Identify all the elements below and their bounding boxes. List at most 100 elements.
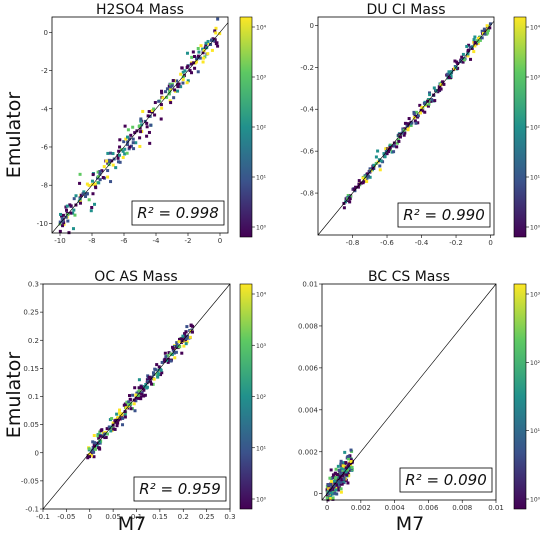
density-cell — [430, 98, 434, 102]
density-cell — [360, 181, 364, 185]
y-tick-label: -0.2 — [300, 64, 314, 72]
density-cell — [141, 109, 145, 113]
density-cell — [204, 41, 208, 45]
density-cell — [139, 130, 143, 134]
density-cell — [58, 222, 62, 226]
density-cell — [349, 448, 353, 452]
identity-line — [51, 22, 229, 234]
density-cell — [190, 71, 194, 75]
density-cell — [97, 181, 101, 185]
density-cell — [329, 495, 333, 499]
density-cell — [478, 38, 482, 42]
y-tick-label: -0.6 — [300, 148, 314, 156]
x-tick-label: 0.008 — [452, 504, 472, 512]
density-cell — [199, 44, 203, 48]
density-cell — [140, 123, 144, 127]
density-cell — [145, 134, 149, 138]
density-cell — [385, 152, 389, 156]
density-cell — [337, 483, 341, 487]
density-cell — [87, 447, 91, 451]
density-cell — [334, 467, 338, 471]
density-cell — [127, 400, 131, 404]
density-cell — [188, 335, 192, 339]
density-cell — [181, 75, 185, 79]
density-cell — [87, 198, 91, 202]
density-cell — [175, 341, 179, 345]
density-cell — [202, 56, 206, 60]
density-cell — [139, 397, 143, 401]
density-cell — [166, 357, 170, 361]
density-cell — [482, 27, 486, 31]
density-cell — [134, 396, 138, 400]
density-cell — [339, 462, 343, 466]
density-cell — [79, 193, 83, 197]
density-cell — [356, 185, 360, 189]
r2-box — [397, 202, 491, 228]
density-cell — [123, 147, 127, 151]
density-cell — [183, 332, 187, 336]
density-cell — [480, 36, 484, 40]
x-tick-label: -4 — [153, 237, 161, 245]
density-cell — [122, 403, 126, 407]
density-cell — [91, 448, 95, 452]
density-cell — [105, 427, 109, 431]
density-cell — [345, 468, 349, 472]
density-cell — [148, 114, 152, 118]
density-cell — [145, 125, 149, 129]
density-cell — [395, 141, 399, 145]
density-cell — [342, 466, 346, 470]
colorbar-tick-label: 10⁰ — [256, 225, 267, 232]
density-cell — [121, 149, 125, 153]
density-cell — [72, 208, 76, 212]
density-cell — [100, 428, 104, 432]
density-cell — [152, 372, 156, 376]
density-cell — [387, 147, 391, 151]
colorbar-tick-label: 10¹ — [256, 445, 267, 452]
colorbar-tick-label: 10⁰ — [530, 497, 541, 504]
density-cell — [191, 50, 195, 54]
density-cell — [334, 488, 338, 492]
density-cell — [147, 110, 151, 114]
density-cell — [196, 46, 200, 50]
density-cell — [147, 130, 151, 134]
density-cell — [173, 88, 177, 92]
density-cell — [155, 363, 159, 367]
density-cell — [419, 108, 423, 112]
y-tick-label: -2 — [41, 67, 48, 75]
density-cell — [346, 464, 350, 468]
density-cell — [135, 129, 139, 133]
density-cell — [346, 481, 350, 485]
density-cell — [384, 147, 388, 151]
density-cell — [406, 122, 410, 126]
density-cell — [86, 456, 90, 460]
y-tick-label: 0.25 — [23, 309, 39, 317]
density-cell — [169, 85, 173, 89]
density-cell — [163, 357, 167, 361]
density-cell — [186, 64, 190, 68]
density-cell — [185, 325, 189, 329]
density-cell — [214, 42, 218, 46]
density-cell — [329, 497, 333, 501]
density-cell — [129, 144, 133, 148]
r2-label: R² = 0.998 — [137, 204, 218, 222]
density-cell — [465, 44, 469, 48]
colorbar-tick-label: 10⁰ — [256, 497, 267, 504]
density-cell — [196, 70, 200, 74]
density-cell — [115, 412, 119, 416]
density-cell — [418, 103, 422, 107]
density-cell — [326, 492, 330, 496]
colorbar-tick-label: 10¹ — [256, 175, 267, 182]
panel-4: BC CS Mass 0 0.002 0.004 0.006 0.008 0.01 0.01 0… — [298, 269, 541, 512]
density-cell — [131, 125, 135, 129]
density-cell — [125, 400, 129, 404]
density-cell — [153, 101, 157, 105]
density-cell — [140, 391, 144, 395]
density-cell — [141, 394, 145, 398]
density-cell — [111, 421, 115, 425]
density-cell — [374, 161, 378, 165]
density-cell — [363, 177, 367, 181]
density-cell — [472, 50, 476, 54]
density-cell — [213, 29, 217, 33]
density-cell — [331, 496, 335, 500]
density-cell — [168, 90, 172, 94]
